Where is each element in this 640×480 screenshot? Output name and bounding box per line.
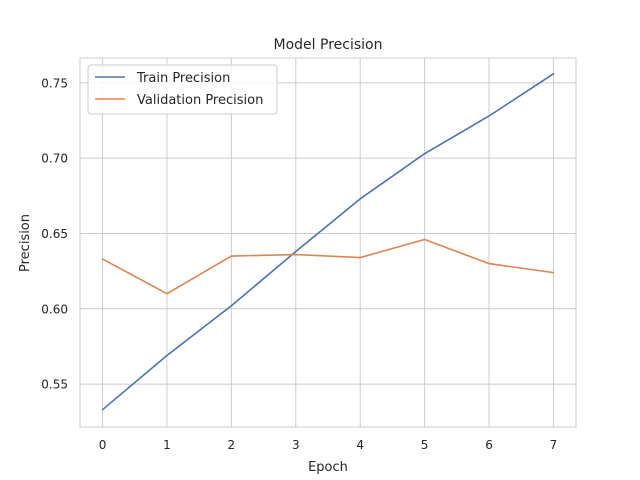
x-tick-label: 4 (356, 438, 364, 452)
y-tick-label: 0.75 (41, 76, 68, 90)
y-axis-label: Precision (18, 214, 33, 272)
legend-label-validation: Validation Precision (137, 93, 263, 108)
legend-box (87, 64, 278, 115)
x-tick-label: 6 (485, 438, 493, 452)
y-tick-label: 0.70 (41, 152, 68, 166)
x-axis-label: Epoch (308, 460, 348, 475)
x-axis-ticks: 0 1 2 3 4 5 6 7 (99, 438, 558, 452)
y-tick-label: 0.60 (41, 302, 68, 316)
x-tick-label: 7 (550, 438, 558, 452)
plot-frame (79, 57, 577, 428)
x-tick-label: 1 (163, 438, 171, 452)
series-group (101, 73, 555, 411)
x-tick-label: 0 (99, 438, 107, 452)
series-line-validation-precision (101, 238, 555, 295)
y-tick-label: 0.55 (41, 378, 68, 392)
legend: Train Precision Validation Precision (87, 64, 278, 115)
grid (80, 58, 576, 427)
y-axis-ticks: 0.55 0.60 0.65 0.70 0.75 (41, 76, 68, 391)
series-line-train-precision (101, 73, 555, 411)
x-tick-label: 2 (228, 438, 236, 452)
y-tick-label: 0.65 (41, 227, 68, 241)
legend-label-train: Train Precision (136, 71, 230, 86)
chart-title: Model Precision (274, 37, 383, 53)
x-tick-label: 3 (292, 438, 300, 452)
x-tick-label: 5 (421, 438, 429, 452)
